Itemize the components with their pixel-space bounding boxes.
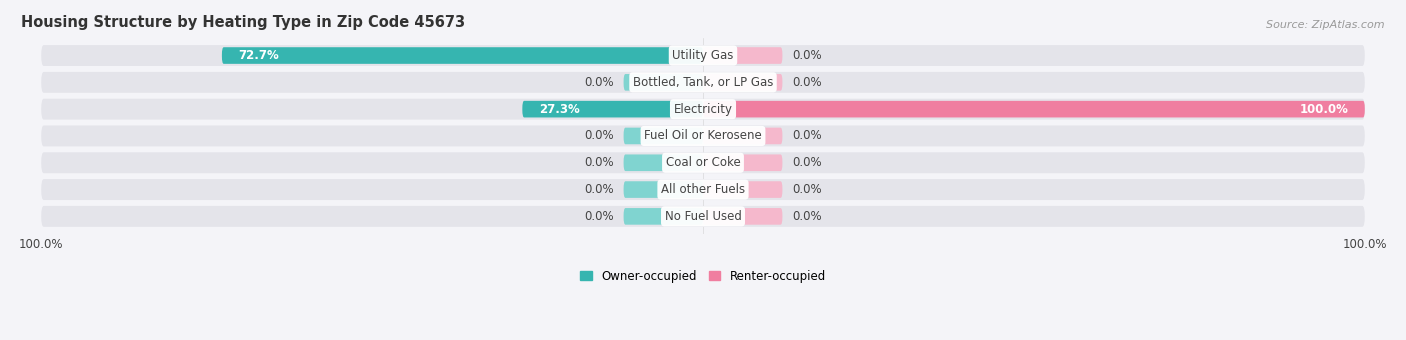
FancyBboxPatch shape xyxy=(41,45,1365,66)
Text: Fuel Oil or Kerosene: Fuel Oil or Kerosene xyxy=(644,130,762,142)
FancyBboxPatch shape xyxy=(41,206,1365,227)
Text: 0.0%: 0.0% xyxy=(793,76,823,89)
FancyBboxPatch shape xyxy=(624,154,703,171)
FancyBboxPatch shape xyxy=(703,128,782,144)
Text: 0.0%: 0.0% xyxy=(793,49,823,62)
FancyBboxPatch shape xyxy=(624,128,703,144)
FancyBboxPatch shape xyxy=(41,152,1365,173)
Text: All other Fuels: All other Fuels xyxy=(661,183,745,196)
FancyBboxPatch shape xyxy=(523,101,703,117)
Text: 0.0%: 0.0% xyxy=(793,156,823,169)
Legend: Owner-occupied, Renter-occupied: Owner-occupied, Renter-occupied xyxy=(579,270,827,283)
Text: 0.0%: 0.0% xyxy=(793,183,823,196)
Text: 0.0%: 0.0% xyxy=(583,130,613,142)
FancyBboxPatch shape xyxy=(624,208,703,225)
FancyBboxPatch shape xyxy=(222,47,703,64)
Text: Utility Gas: Utility Gas xyxy=(672,49,734,62)
FancyBboxPatch shape xyxy=(624,74,703,91)
Text: Housing Structure by Heating Type in Zip Code 45673: Housing Structure by Heating Type in Zip… xyxy=(21,15,465,30)
Text: Bottled, Tank, or LP Gas: Bottled, Tank, or LP Gas xyxy=(633,76,773,89)
Text: Source: ZipAtlas.com: Source: ZipAtlas.com xyxy=(1267,20,1385,30)
Text: 27.3%: 27.3% xyxy=(538,103,579,116)
Text: 0.0%: 0.0% xyxy=(583,210,613,223)
Text: 0.0%: 0.0% xyxy=(793,210,823,223)
FancyBboxPatch shape xyxy=(41,99,1365,120)
Text: No Fuel Used: No Fuel Used xyxy=(665,210,741,223)
Text: 0.0%: 0.0% xyxy=(583,76,613,89)
FancyBboxPatch shape xyxy=(41,125,1365,147)
FancyBboxPatch shape xyxy=(624,181,703,198)
FancyBboxPatch shape xyxy=(41,179,1365,200)
Text: Coal or Coke: Coal or Coke xyxy=(665,156,741,169)
Text: 100.0%: 100.0% xyxy=(1299,103,1348,116)
Text: 0.0%: 0.0% xyxy=(583,156,613,169)
FancyBboxPatch shape xyxy=(703,47,782,64)
FancyBboxPatch shape xyxy=(703,101,1365,117)
Text: 72.7%: 72.7% xyxy=(239,49,280,62)
FancyBboxPatch shape xyxy=(41,72,1365,93)
Text: 0.0%: 0.0% xyxy=(583,183,613,196)
FancyBboxPatch shape xyxy=(703,208,782,225)
FancyBboxPatch shape xyxy=(703,74,782,91)
Text: 0.0%: 0.0% xyxy=(793,130,823,142)
FancyBboxPatch shape xyxy=(703,154,782,171)
FancyBboxPatch shape xyxy=(703,181,782,198)
Text: Electricity: Electricity xyxy=(673,103,733,116)
